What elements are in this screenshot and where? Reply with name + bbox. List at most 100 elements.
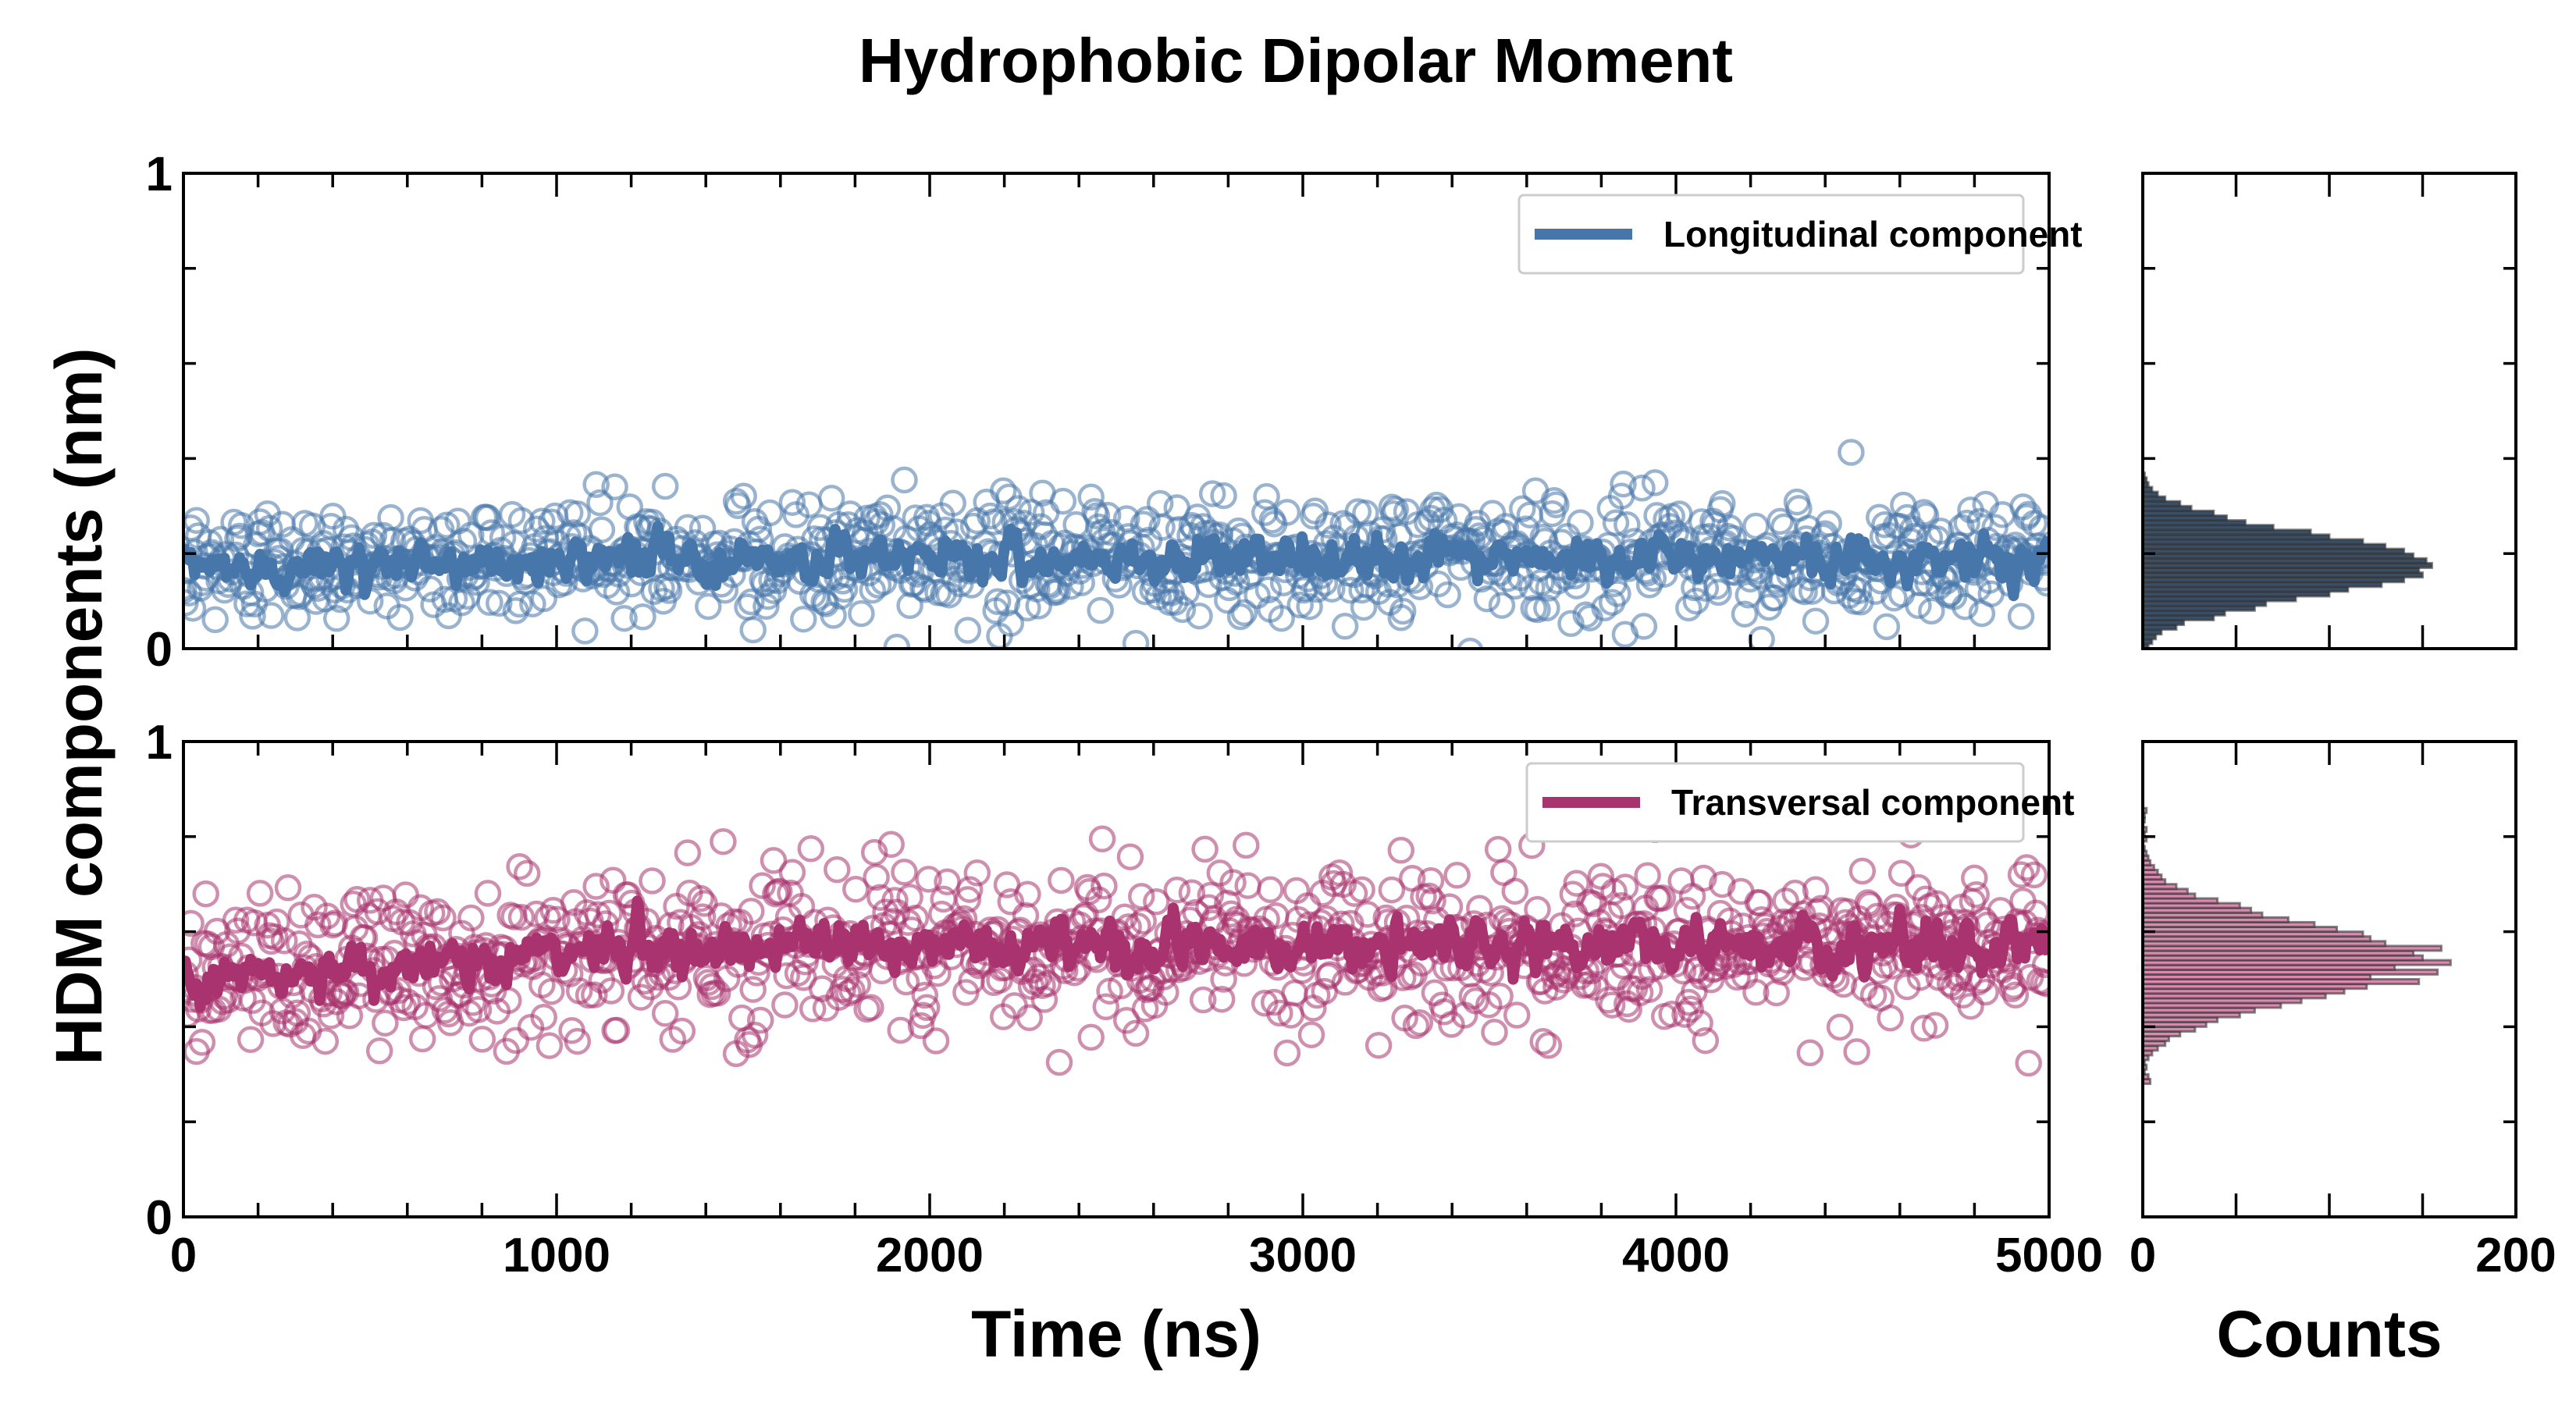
scatter-point (1962, 880, 1990, 909)
scatter-point (984, 588, 1012, 615)
scatter-point (1034, 969, 1062, 998)
x-axis-label: Time (ns) (971, 1297, 1261, 1371)
scatter-point (922, 1027, 950, 1055)
scatter-point (1219, 869, 1247, 896)
legend-label: Transversal component (1671, 782, 2074, 823)
scatter-point (739, 976, 767, 1003)
scatter-point (586, 489, 614, 517)
scatter-point (1419, 887, 1446, 915)
scatter-point (913, 994, 941, 1022)
scatter-point (365, 1037, 393, 1065)
scatter-point (838, 976, 866, 1005)
scatter-point (239, 603, 266, 630)
scatter-point (1315, 511, 1342, 539)
scatter-point (507, 903, 535, 931)
scatter-point (954, 886, 982, 913)
scatter-point (753, 592, 780, 621)
scatter-point (364, 898, 392, 926)
scatter-point (1198, 480, 1226, 507)
chart-title: Hydrophobic Dipolar Moment (859, 26, 1733, 95)
scatter-point (997, 888, 1025, 916)
x-tick-label: 0 (170, 1229, 197, 1282)
scatter-point (797, 835, 825, 863)
scatter-point (2020, 861, 2048, 889)
scatter-point (674, 514, 702, 542)
plot-frame (182, 740, 2051, 1218)
scatter-point (1843, 1038, 1870, 1065)
scatter-point (1273, 499, 1301, 526)
scatter-point (1297, 1021, 1325, 1048)
scatter-point (448, 589, 475, 617)
scatter-point (963, 859, 991, 887)
scatter-point (1092, 993, 1120, 1021)
transversal-histogram-panel: 0 200 (2129, 740, 2556, 1282)
scatter-point (1296, 592, 1323, 621)
scatter-point (1671, 1001, 1699, 1028)
scatter-point (1336, 576, 1364, 604)
scatter-point (507, 507, 535, 535)
longitudinal-scatter-panel: 1 0 Longitudinal component (146, 148, 2083, 677)
scatter-point (597, 977, 625, 1005)
scatter-point (1116, 843, 1144, 870)
scatter-point (2007, 861, 2035, 888)
scatter-point (1611, 873, 1639, 901)
scatter-point (424, 898, 451, 926)
running-mean-line (183, 895, 2049, 1013)
scatter-point (1533, 594, 1560, 622)
scatter-point (1225, 517, 1252, 545)
scatter-point (237, 1026, 265, 1054)
scatter-point (1316, 961, 1344, 988)
scatter-point (486, 589, 513, 617)
scatter-point (1012, 902, 1040, 930)
hist-x-tick-label: 0 (2129, 1229, 2156, 1282)
scatter-point (924, 959, 952, 987)
scatter-point (1458, 983, 1486, 1010)
scatter-point (1088, 825, 1116, 853)
scatter-point (1486, 982, 1514, 1010)
scatter-point (603, 578, 631, 606)
scatter-point (1208, 985, 1236, 1013)
scatter-point (915, 866, 942, 893)
scatter-point (1509, 495, 1536, 523)
scatter-point (506, 852, 533, 880)
legend-box (1525, 762, 2025, 843)
scatter-point (863, 863, 890, 891)
scatter-point (1364, 1031, 1393, 1059)
scatter-point (1692, 574, 1720, 602)
scatter-point (834, 980, 862, 1007)
scatter-point (1705, 578, 1732, 606)
scatter-point (688, 903, 717, 930)
scatter-point (1602, 509, 1630, 537)
scatter-point (1017, 499, 1045, 526)
scatter-point (1068, 569, 1095, 596)
scatter-point (674, 839, 702, 866)
scatter-point (746, 1006, 774, 1034)
data-layer (183, 439, 2049, 649)
scatter-point (1210, 482, 1237, 510)
scatter-point (1709, 870, 1736, 898)
scatter-point (1076, 877, 1103, 905)
scatter-point (773, 962, 800, 990)
scatter-point (954, 617, 982, 644)
scatter-point (902, 904, 930, 932)
scatter-point (1417, 867, 1445, 895)
scatter-point (502, 1026, 530, 1055)
scatter-point (1952, 592, 1979, 621)
scatter-point (1325, 859, 1354, 887)
scatter-point (1254, 576, 1283, 604)
x-tick-label: 5000 (1995, 1229, 2103, 1282)
scatter-point (1888, 859, 1916, 887)
scatter-point (1005, 495, 1032, 522)
scatter-point (1122, 1019, 1150, 1048)
scatter-point (1025, 592, 1052, 620)
y-tick-label: 1 (146, 716, 173, 770)
scatter-point (1845, 577, 1873, 605)
scatter-point (543, 905, 571, 934)
scatter-point (848, 599, 875, 628)
scatter-point (1481, 1019, 1508, 1046)
scatter-point (824, 855, 851, 884)
scatter-point (1838, 439, 1865, 466)
scatter-point (1877, 1004, 1904, 1032)
plot-frame (182, 172, 2051, 650)
